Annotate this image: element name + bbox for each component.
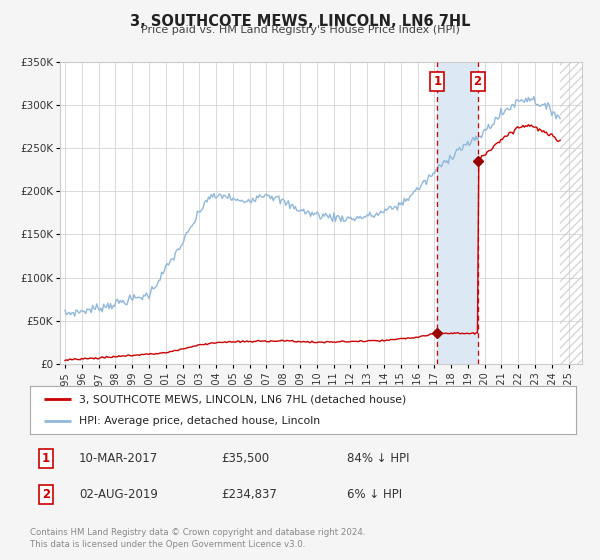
Text: 10-MAR-2017: 10-MAR-2017 [79, 452, 158, 465]
Text: 3, SOUTHCOTE MEWS, LINCOLN, LN6 7HL (detached house): 3, SOUTHCOTE MEWS, LINCOLN, LN6 7HL (det… [79, 394, 406, 404]
Text: 2: 2 [42, 488, 50, 501]
Text: 3, SOUTHCOTE MEWS, LINCOLN, LN6 7HL: 3, SOUTHCOTE MEWS, LINCOLN, LN6 7HL [130, 14, 470, 29]
Bar [560, 62, 594, 364]
Text: Contains HM Land Registry data © Crown copyright and database right 2024.
This d: Contains HM Land Registry data © Crown c… [30, 528, 365, 549]
Text: 84% ↓ HPI: 84% ↓ HPI [347, 452, 409, 465]
Text: 2: 2 [473, 74, 482, 88]
Text: 1: 1 [433, 74, 442, 88]
Text: £35,500: £35,500 [221, 452, 269, 465]
Text: 1: 1 [42, 452, 50, 465]
Text: 02-AUG-2019: 02-AUG-2019 [79, 488, 158, 501]
Text: Price paid vs. HM Land Registry's House Price Index (HPI): Price paid vs. HM Land Registry's House … [140, 25, 460, 35]
Bar [437, 62, 478, 364]
Text: HPI: Average price, detached house, Lincoln: HPI: Average price, detached house, Linc… [79, 416, 320, 426]
Text: 6% ↓ HPI: 6% ↓ HPI [347, 488, 402, 501]
Text: £234,837: £234,837 [221, 488, 277, 501]
